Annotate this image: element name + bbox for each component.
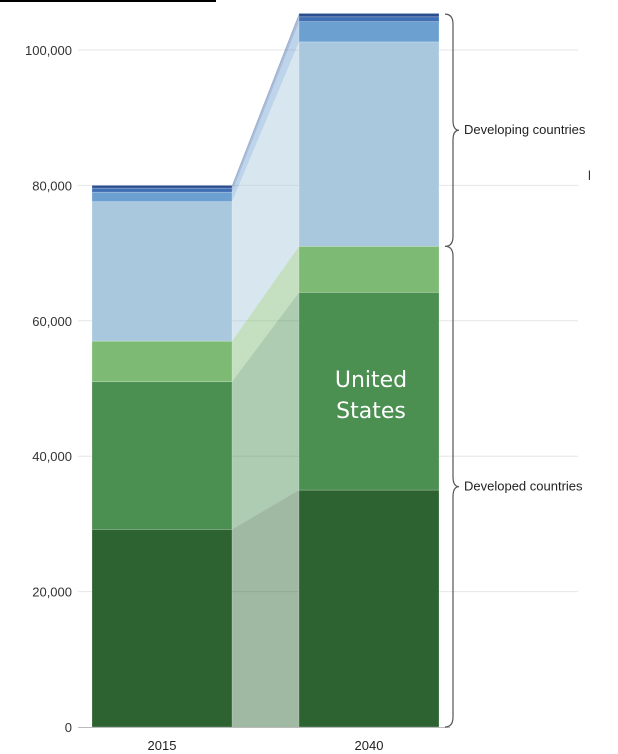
- bar-segment: [91, 340, 233, 383]
- bar-segment: [298, 16, 440, 22]
- group-brackets: Developed countries Developing countries: [444, 13, 586, 728]
- series-connector: [232, 490, 299, 727]
- bar-segment: [91, 187, 233, 193]
- group-bracket: [444, 13, 460, 247]
- bar-segment: [298, 21, 440, 43]
- series-connector: [232, 41, 299, 342]
- series-connector: [232, 13, 299, 189]
- bar-segment: [298, 41, 440, 247]
- bar-segment: [91, 381, 233, 530]
- series-connector: [232, 21, 299, 202]
- series-connectors: [232, 13, 299, 727]
- bar-segment: [298, 292, 440, 491]
- y-tick-label: 40,000: [32, 449, 72, 464]
- bar-segment: [298, 13, 440, 18]
- x-axis: 2015 2040: [78, 727, 450, 753]
- x-tick-label: 2040: [355, 738, 384, 753]
- y-axis: 0 20,000 40,000 60,000 80,000 100,000: [25, 43, 72, 735]
- y-tick-label: 0: [65, 720, 72, 735]
- top-left-border-line: [0, 0, 216, 2]
- group-label: Developing countries: [464, 122, 586, 137]
- bar-segment: [298, 489, 440, 728]
- series-connector: [232, 292, 299, 530]
- group-bracket: [444, 245, 460, 728]
- bar-segments: [91, 13, 440, 728]
- y-tick-label: 60,000: [32, 314, 72, 329]
- bar-segment: [298, 246, 440, 293]
- x-tick-label: 2015: [148, 738, 177, 753]
- y-tick-label: 80,000: [32, 178, 72, 193]
- bar-segment: [91, 529, 233, 728]
- annotation-line-1: United: [335, 368, 407, 393]
- y-tick-label: 20,000: [32, 585, 72, 600]
- bar-segment: [91, 185, 233, 189]
- group-label: Developed countries: [464, 479, 583, 494]
- y-tick-label: 100,000: [25, 43, 72, 58]
- series-connector: [232, 246, 299, 382]
- series-connector: [232, 16, 299, 193]
- annotation-line-2: States: [336, 399, 406, 424]
- stray-mark: l: [588, 168, 591, 183]
- bar-segment: [91, 191, 233, 202]
- bar-segment: [91, 201, 233, 342]
